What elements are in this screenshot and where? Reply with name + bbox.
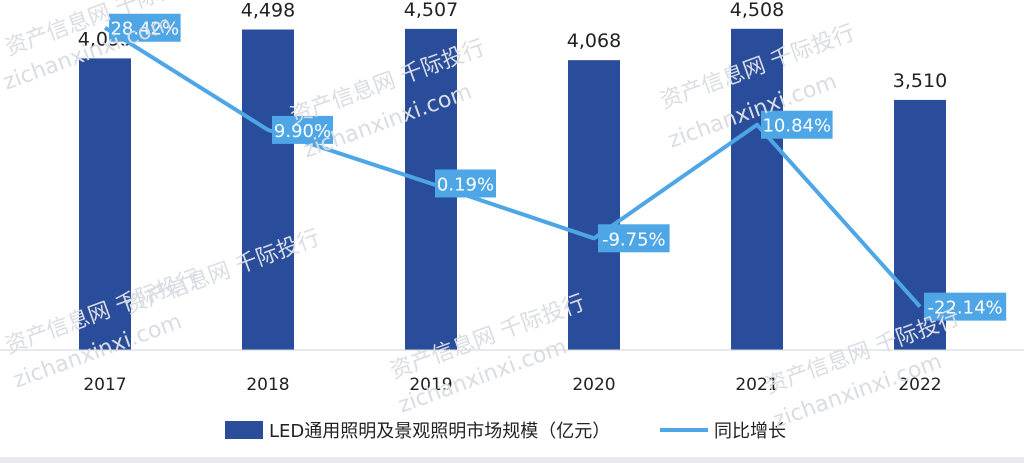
line-label-box	[435, 169, 496, 198]
x-tick-label: 2021	[735, 375, 778, 395]
bar-value-label: 4,507	[404, 0, 458, 21]
legend-line-label: 同比增长	[714, 421, 786, 442]
x-tick-label: 2022	[898, 375, 941, 395]
line-value-label: 0.19%	[437, 174, 494, 195]
line-label-box	[272, 115, 333, 144]
line-value-label: 28.42%	[110, 19, 179, 40]
bar-2021	[731, 28, 783, 351]
line-value-label: -9.75%	[602, 229, 666, 250]
bar-2017	[79, 58, 131, 350]
line-label-box	[924, 292, 1007, 321]
line-label-box	[109, 13, 181, 42]
x-tick-label: 2018	[246, 375, 289, 395]
bar-value-label: 3,510	[893, 70, 947, 92]
bar-2020	[568, 60, 620, 350]
x-tick-label: 2017	[83, 375, 126, 395]
bar-value-label: 4,508	[730, 0, 784, 21]
legend-bar-label: LED通用照明及景观照明市场规模（亿元）	[269, 421, 610, 442]
line-value-label: -22.14%	[928, 298, 1003, 319]
legend-bar-swatch	[225, 421, 263, 439]
bar-value-label: 4,068	[567, 30, 621, 52]
bar-2018	[242, 29, 294, 351]
growth-line	[103, 26, 922, 308]
line-label-box	[598, 224, 670, 253]
x-tick-label: 2019	[409, 375, 452, 395]
x-tick-label: 2020	[572, 375, 615, 395]
line-value-label: 10.84%	[762, 116, 831, 137]
bar-value-label: 4,498	[241, 0, 295, 22]
line-label-box	[761, 110, 833, 139]
bottom-rule	[0, 457, 1024, 463]
line-value-label: 9.90%	[274, 121, 331, 142]
